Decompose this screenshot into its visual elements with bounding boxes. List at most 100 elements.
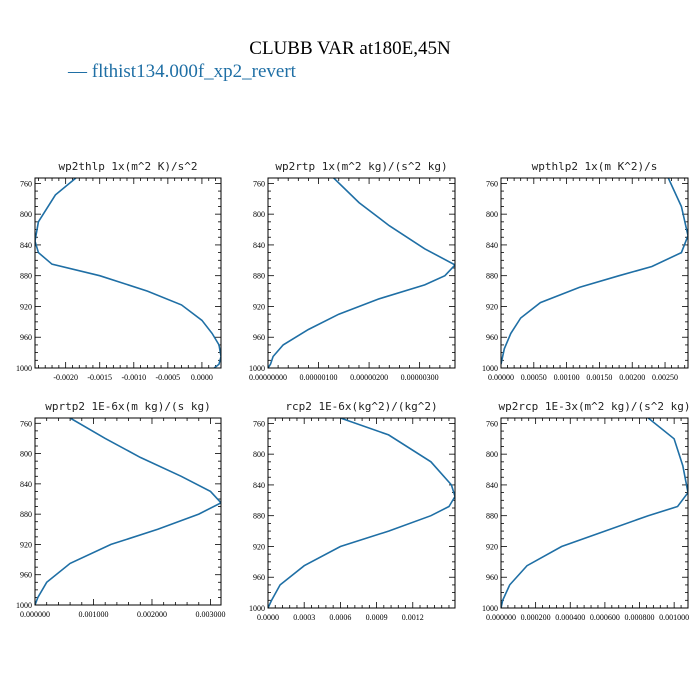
panel-5: rcp2 1E-6x(kg^2)/(kg^2) 760 800 840 880 920 96… [249, 400, 456, 622]
y-tick-label: 880 [253, 512, 265, 521]
x-tick-label: 0.00000200 [350, 373, 388, 382]
y-tick-label: 800 [20, 450, 32, 459]
x-tick-label: 0.0009 [366, 613, 388, 622]
y-tick-label: 880 [486, 512, 498, 521]
x-tick-label: 0.000600 [590, 613, 620, 622]
panel-title: rcp2 1E-6x(kg^2)/(kg^2) [285, 400, 437, 413]
x-tick-label: 0.000400 [555, 613, 585, 622]
series-line [35, 178, 221, 368]
panel-2: wp2rtp 1x(m^2 kg)/(s^2 kg) 760 800 840 880 92… [249, 160, 456, 382]
y-tick-label: 760 [253, 419, 265, 428]
x-tick-label: -0.0015 [87, 373, 112, 382]
y-tick-label: 760 [20, 179, 32, 188]
y-tick-label: 800 [486, 450, 498, 459]
y-tick-label: 760 [20, 419, 32, 428]
y-tick-label: 840 [486, 241, 498, 250]
x-tick-label: 0.003000 [195, 610, 225, 619]
panel-title: wp2rtp 1x(m^2 kg)/(s^2 kg) [275, 160, 447, 173]
y-tick-label: 960 [253, 573, 265, 582]
y-tick-label: 760 [253, 179, 265, 188]
x-tick-label: 0.000200 [521, 613, 551, 622]
y-tick-label: 1000 [16, 364, 32, 373]
y-tick-label: 960 [486, 573, 498, 582]
x-tick-label: 0.0012 [402, 613, 424, 622]
y-tick-label: 960 [253, 333, 265, 342]
y-tick-label: 960 [486, 333, 498, 342]
y-tick-label: 960 [20, 571, 32, 580]
x-tick-label: 0.000800 [625, 613, 655, 622]
x-tick-label: 0.00150 [586, 373, 612, 382]
panel-title: wprtp2 1E-6x(m kg)/(s kg) [45, 400, 211, 413]
x-tick-label: 0.00000100 [300, 373, 338, 382]
y-tick-label: 840 [486, 481, 498, 490]
x-tick-label: -0.0010 [121, 373, 146, 382]
y-tick-label: 880 [486, 272, 498, 281]
panel-frame [267, 417, 456, 609]
panel-frame [267, 177, 456, 369]
x-tick-label: 0.00100 [554, 373, 580, 382]
panels-grid: wp2thlp 1x(m^2 K)/s^2 760 800 840 880 920 960 1… [16, 160, 691, 622]
panel-1: wp2thlp 1x(m^2 K)/s^2 760 800 840 880 920 960 1… [16, 160, 222, 382]
y-tick-label: 760 [486, 179, 498, 188]
y-tick-label: 760 [486, 419, 498, 428]
x-tick-label: -0.0020 [53, 373, 78, 382]
panel-title: wpthlp2 1x(m K^2)/s [532, 160, 658, 173]
y-tick-label: 920 [486, 302, 498, 311]
x-tick-label: 0.00000000 [249, 373, 287, 382]
y-tick-label: 920 [20, 540, 32, 549]
panel-4: wprtp2 1E-6x(m kg)/(s kg) 760 800 840 880 920… [16, 400, 225, 619]
y-tick-label: 960 [20, 333, 32, 342]
x-tick-label: 0.00000300 [401, 373, 439, 382]
panel-frame [34, 177, 222, 369]
panel-frame [34, 417, 222, 606]
y-tick-label: 800 [20, 210, 32, 219]
series-line [35, 418, 221, 605]
x-tick-label: 0.00200 [619, 373, 645, 382]
y-tick-label: 880 [253, 272, 265, 281]
y-tick-label: 920 [486, 542, 498, 551]
x-tick-label: -0.0005 [156, 373, 181, 382]
y-tick-label: 800 [486, 210, 498, 219]
y-tick-label: 840 [20, 480, 32, 489]
panel-6: wp2rcp 1E-3x(m^2 kg)/(s^2 kg)760 800 840 88… [482, 400, 691, 622]
panel-title: wp2rcp 1E-3x(m^2 kg)/(s^2 kg) [498, 400, 690, 413]
x-tick-label: 0.0000 [191, 373, 213, 382]
x-tick-label: 0.0006 [329, 613, 351, 622]
panel-title: wp2thlp 1x(m^2 K)/s^2 [58, 160, 197, 173]
y-tick-label: 800 [253, 450, 265, 459]
series-line [501, 418, 688, 608]
y-tick-label: 840 [253, 241, 265, 250]
x-tick-label: 0.00000 [488, 373, 514, 382]
y-tick-label: 880 [20, 272, 32, 281]
x-tick-label: 0.00050 [521, 373, 547, 382]
panel-frame [500, 177, 689, 369]
x-tick-label: 0.0003 [293, 613, 315, 622]
x-tick-label: 0.001000 [78, 610, 108, 619]
y-tick-label: 840 [253, 481, 265, 490]
y-tick-label: 1000 [482, 364, 498, 373]
y-tick-label: 1000 [482, 604, 498, 613]
y-tick-label: 1000 [249, 364, 265, 373]
x-tick-label: 0.001000 [659, 613, 689, 622]
x-tick-label: 0.0000 [257, 613, 279, 622]
figure-title: CLUBB VAR at180E,45N [249, 38, 451, 59]
y-tick-label: 920 [253, 542, 265, 551]
series-line [268, 178, 455, 368]
legend-label: — flthist134.000f_xp2_revert [67, 61, 297, 82]
panel-3: wpthlp2 1x(m K^2)/s 760 800 840 880 920 960 100… [482, 160, 689, 382]
x-tick-label: 0.000000 [486, 613, 516, 622]
y-tick-label: 880 [20, 510, 32, 519]
panel-frame [500, 417, 689, 609]
y-tick-label: 920 [253, 302, 265, 311]
y-tick-label: 800 [253, 210, 265, 219]
series-line [268, 418, 455, 608]
y-tick-label: 920 [20, 302, 32, 311]
x-tick-label: 0.002000 [137, 610, 167, 619]
x-tick-label: 0.00250 [652, 373, 678, 382]
y-tick-label: 1000 [16, 601, 32, 610]
series-line [501, 178, 688, 365]
y-tick-label: 840 [20, 241, 32, 250]
x-tick-label: 0.000000 [20, 610, 50, 619]
y-tick-label: 1000 [249, 604, 265, 613]
